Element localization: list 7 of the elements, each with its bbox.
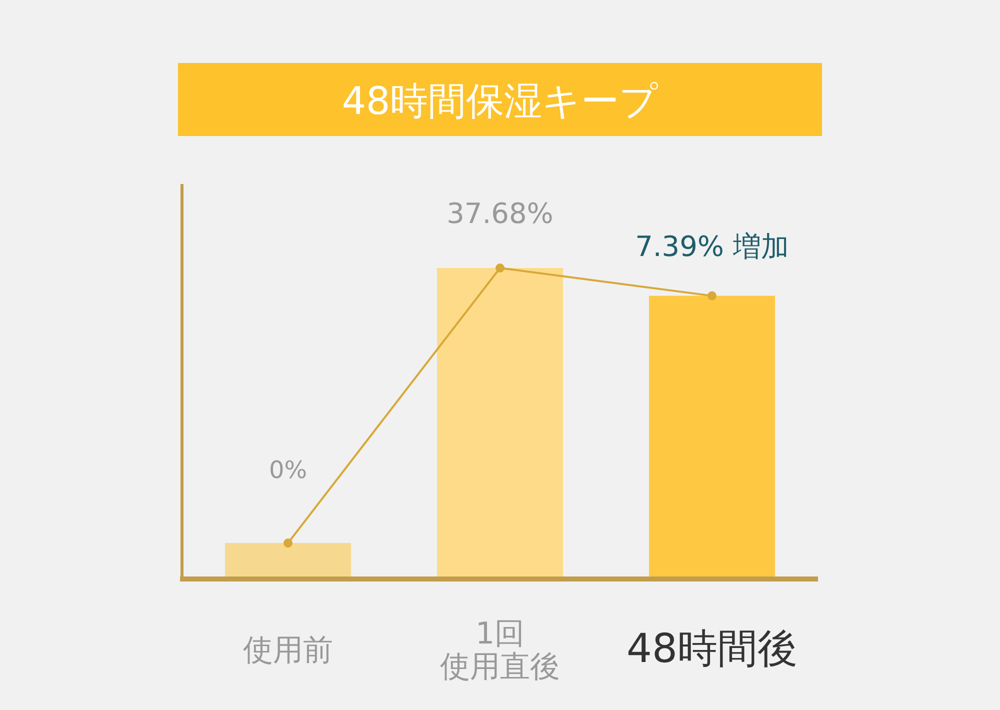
annotation: 0% [268, 456, 308, 484]
x-tick-label: 使用前 [243, 633, 333, 668]
x-tick-label: 1回使用直後 [440, 616, 560, 684]
text: 7.39% 増加 [635, 230, 789, 263]
x-tick-label: 48時間後 [626, 626, 798, 672]
chart-title: 48時間保湿キープ [342, 79, 658, 123]
text: 37.68% [446, 197, 554, 230]
